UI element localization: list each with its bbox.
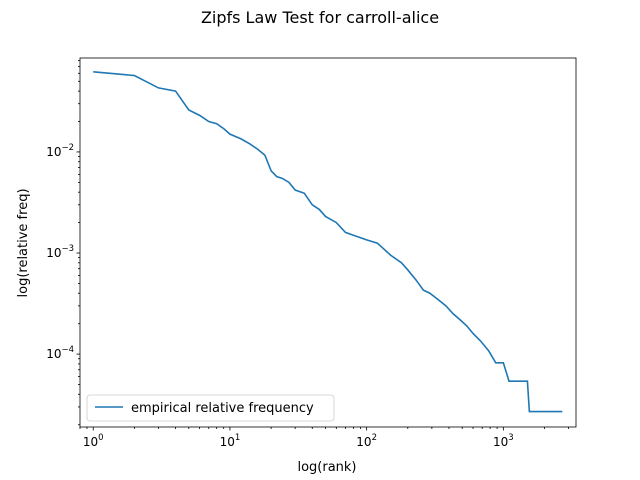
- legend-label: empirical relative frequency: [131, 401, 314, 416]
- axes-frame: [79, 57, 577, 428]
- series-line-empirical: [93, 71, 563, 413]
- legend-box: [86, 394, 335, 422]
- x-tick-label: 100: [83, 433, 104, 449]
- x-tick-label: 102: [356, 433, 377, 449]
- y-tick-label: 10−3: [46, 244, 74, 260]
- axis-ticks: 100 101 102 103 10−4 10−3 10−2: [46, 60, 569, 449]
- legend: empirical relative frequency: [86, 394, 335, 422]
- plot-area: 100 101 102 103 10−4 10−3 10−2: [46, 57, 577, 449]
- y-tick-label: 10−4: [46, 345, 74, 361]
- x-tick-label: 101: [220, 433, 241, 449]
- y-tick-label: 10−2: [46, 143, 74, 159]
- x-axis-label: log(rank): [297, 460, 356, 475]
- x-tick-label: 103: [493, 433, 514, 449]
- chart-title: Zipfs Law Test for carroll-alice: [201, 8, 439, 27]
- y-axis-label: log(relative freq): [16, 188, 31, 297]
